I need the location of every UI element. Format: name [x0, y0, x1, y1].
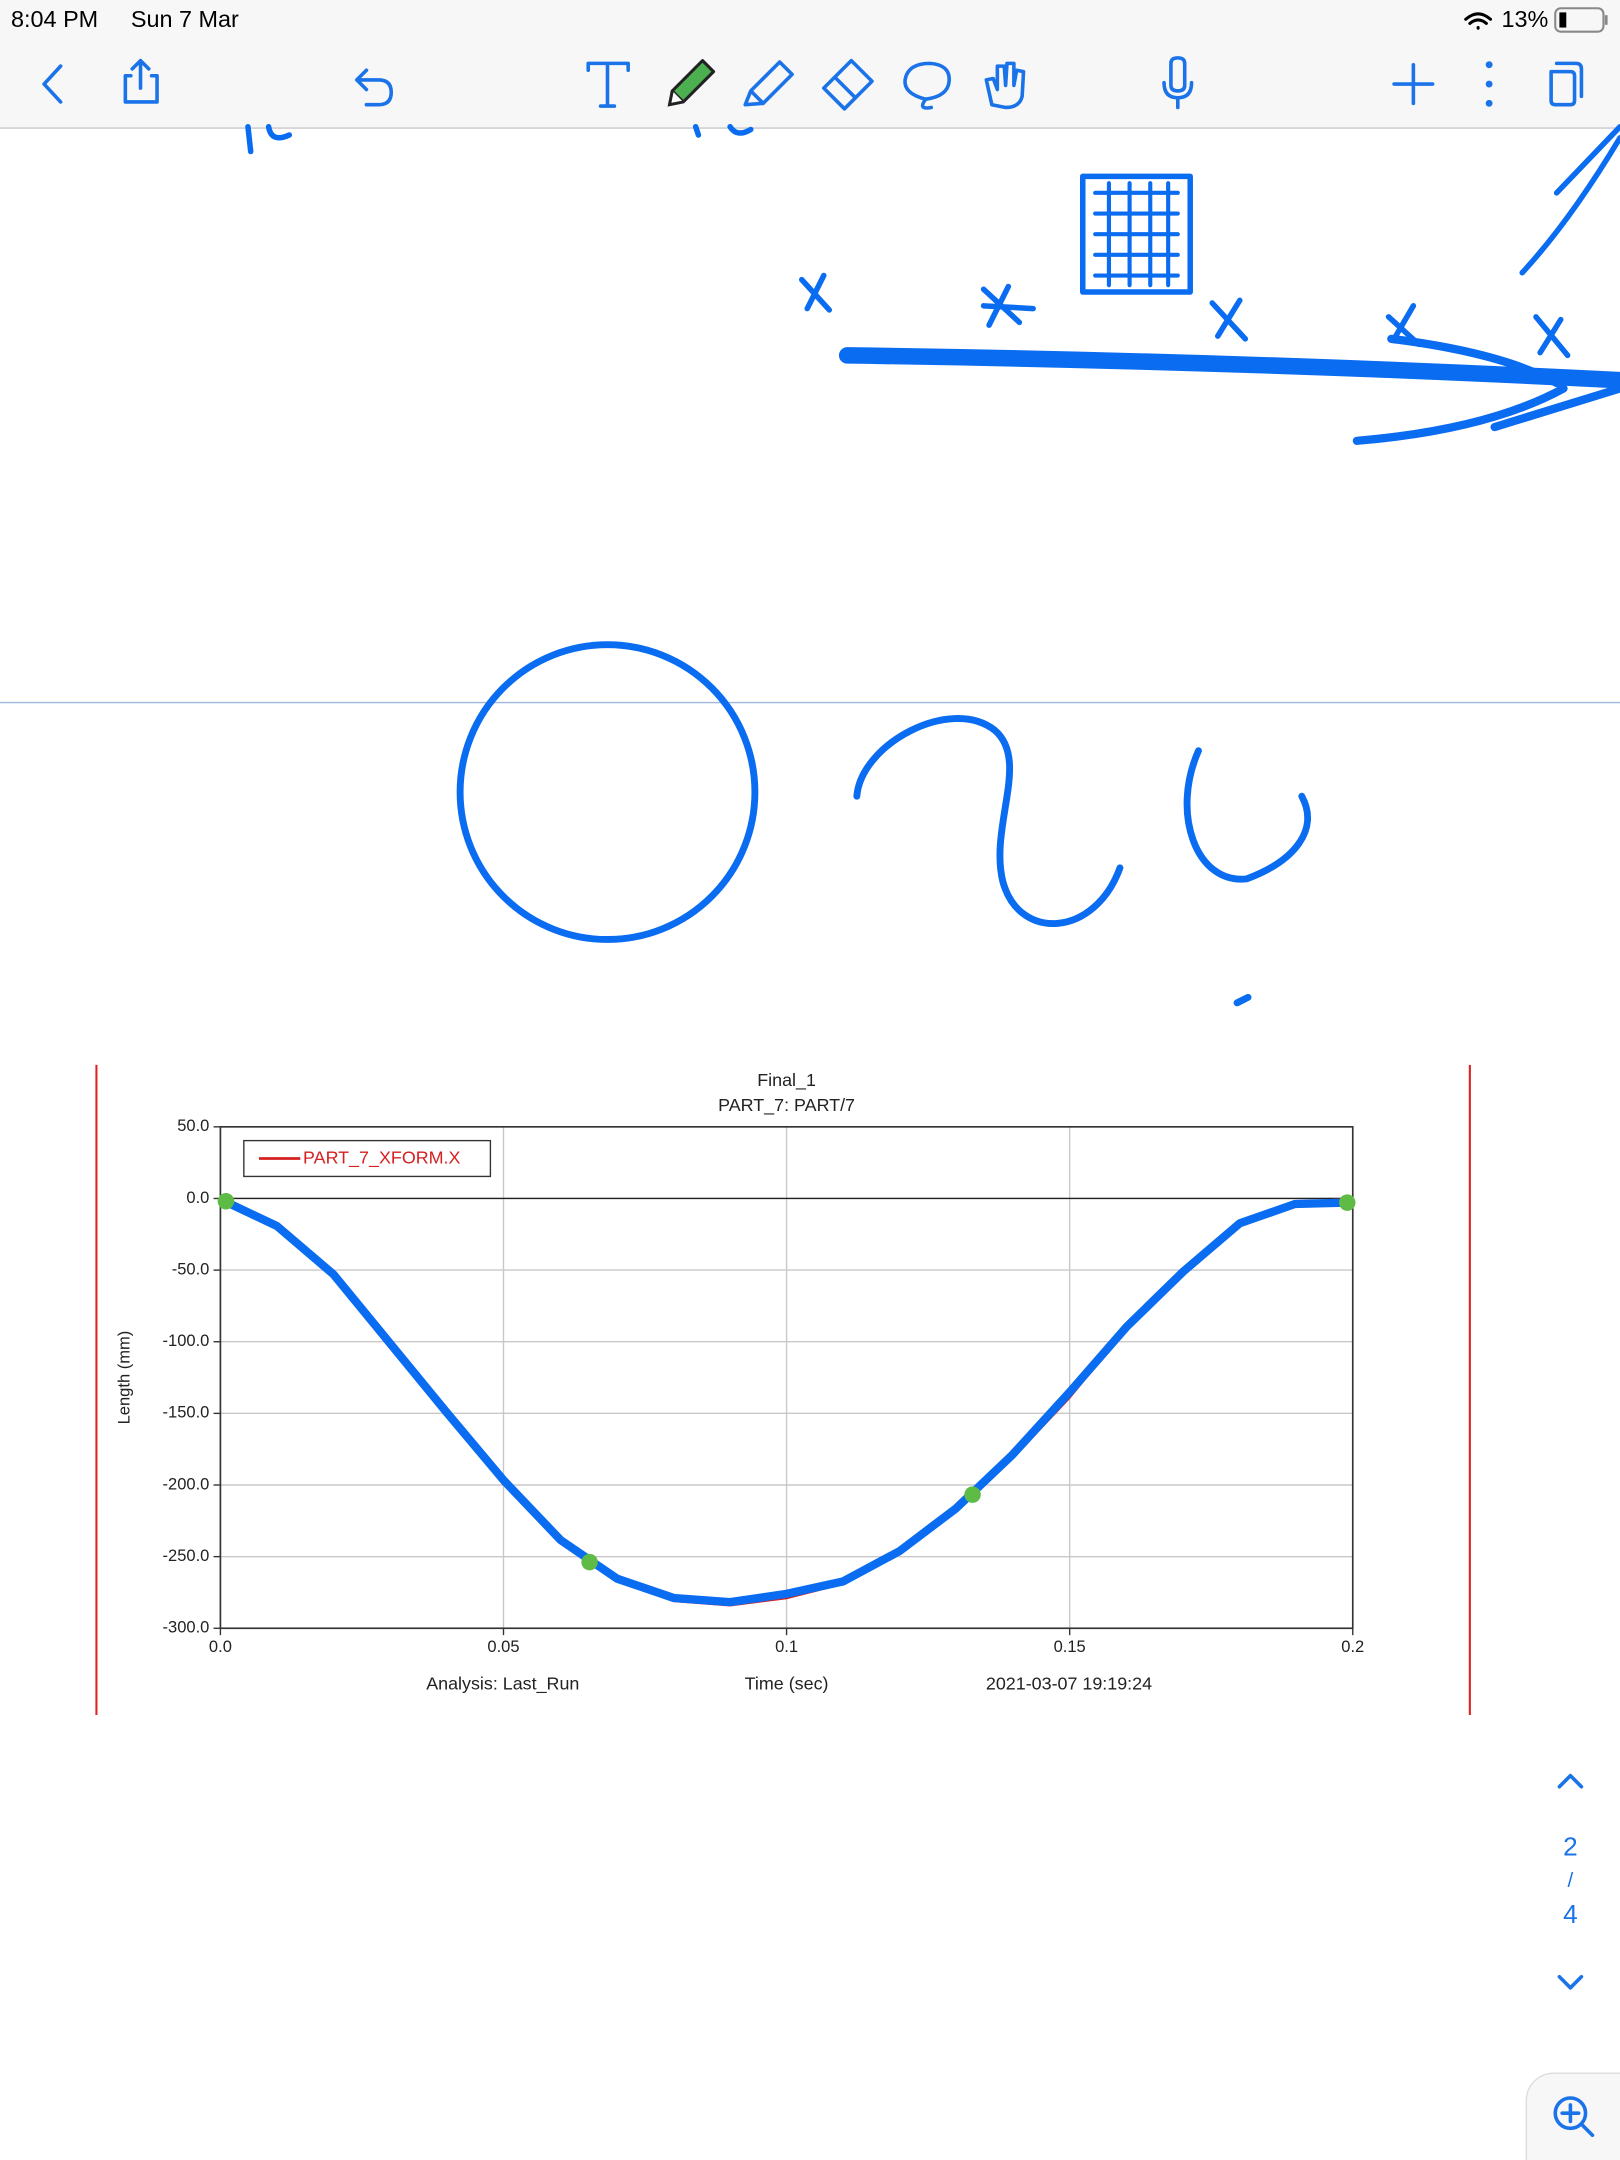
- x-tick-label: 0.2: [1341, 1637, 1364, 1656]
- chart-footer: Analysis: Last_Run: [426, 1673, 579, 1694]
- more-button[interactable]: [1485, 61, 1493, 107]
- ink-dot: [217, 1192, 235, 1210]
- mic-button[interactable]: [1162, 56, 1194, 110]
- text-tool[interactable]: [586, 61, 630, 108]
- status-time: 8:04 PM: [11, 6, 98, 32]
- prev-page-button[interactable]: [1557, 1773, 1584, 1789]
- ink-dot: [1338, 1194, 1356, 1211]
- total-pages: 4: [1563, 1899, 1578, 1929]
- x-tick-label: 0.05: [487, 1637, 519, 1656]
- pen-tool[interactable]: [667, 59, 716, 107]
- page-separator-text: /: [1568, 1869, 1574, 1892]
- x-tick-label: 0.0: [209, 1637, 232, 1656]
- hand-tool[interactable]: [984, 61, 1026, 110]
- plot-border: [219, 1126, 1354, 1630]
- y-tick-label: -200.0: [163, 1474, 210, 1493]
- pages-button[interactable]: [1549, 61, 1584, 107]
- zoom-button[interactable]: [1525, 2072, 1620, 2160]
- x-tick-label: 0.15: [1054, 1637, 1086, 1656]
- highlighter-tool[interactable]: [743, 60, 794, 107]
- y-axis-label: Length (mm): [115, 1331, 134, 1425]
- undo-button[interactable]: [354, 68, 394, 107]
- chart: Final_1 PART_7: PART/7 Length (mm) Time …: [95, 1064, 1471, 1716]
- page-indicator: 2 / 4: [1557, 1773, 1584, 1990]
- status-date: Sun 7 Mar: [131, 6, 239, 32]
- lasso-tool[interactable]: [903, 61, 951, 110]
- ink-stroke: [220, 1197, 1352, 1607]
- x-tick-label: 0.1: [775, 1637, 798, 1656]
- add-page-button[interactable]: [1392, 62, 1435, 106]
- top-bar: [0, 0, 1620, 129]
- x-axis-label: Time (sec): [745, 1673, 829, 1693]
- wifi-icon: [1464, 12, 1493, 30]
- eraser-tool[interactable]: [821, 58, 874, 111]
- status-battery: 13%: [1502, 6, 1549, 32]
- battery-icon: [1554, 7, 1608, 33]
- ink-dot: [964, 1486, 981, 1503]
- y-tick-label: -100.0: [163, 1331, 210, 1350]
- ink-overlay: [217, 1192, 1356, 1607]
- y-tick-label: -250.0: [163, 1546, 210, 1565]
- chart-subtitle: PART_7: PART/7: [718, 1095, 855, 1116]
- legend-label: PART_7_XFORM.X: [303, 1147, 460, 1168]
- next-page-button[interactable]: [1557, 1974, 1584, 1990]
- y-tick-label: 50.0: [177, 1116, 209, 1135]
- share-button[interactable]: [123, 58, 159, 104]
- chart-footer: 2021-03-07 19:19:24: [986, 1673, 1152, 1693]
- y-tick-label: -300.0: [163, 1618, 210, 1637]
- current-page: 2: [1563, 1832, 1578, 1862]
- ink-dot: [581, 1553, 598, 1571]
- y-tick-label: -150.0: [163, 1403, 210, 1422]
- chart-title: Final_1: [757, 1070, 816, 1091]
- y-tick-label: 0.0: [186, 1188, 209, 1207]
- y-tick-label: -50.0: [172, 1259, 210, 1278]
- back-button[interactable]: [42, 64, 63, 104]
